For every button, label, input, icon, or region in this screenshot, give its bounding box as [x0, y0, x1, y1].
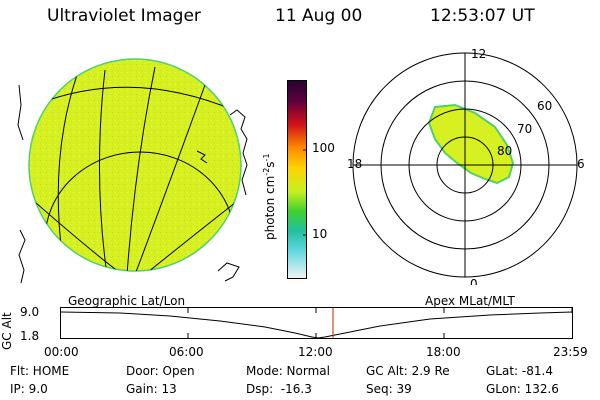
meridian-line — [98, 69, 108, 271]
mlt-label-6: 6 — [577, 157, 585, 171]
timeline-tick-1800: 18:00 — [426, 345, 461, 359]
status-dsp: Dsp: -16.3 — [246, 382, 312, 396]
timeline-tick-0000: 00:00 — [44, 345, 79, 359]
mlt-label-12: 12 — [471, 47, 486, 61]
status-door: Door: Open — [126, 364, 195, 378]
color-scale-bar — [287, 80, 307, 279]
status-glat: GLat: -81.4 — [486, 364, 553, 378]
coastline — [17, 84, 248, 284]
time-label: 12:53:07 UT — [430, 6, 535, 26]
timeline-tick-1200: 12:00 — [298, 345, 333, 359]
status-glon: GLon: 132.6 — [486, 382, 559, 396]
timeline-right-title: Apex MLat/MLT — [425, 294, 515, 308]
status-seq: Seq: 39 — [366, 382, 412, 396]
status-gain: Gain: 13 — [126, 382, 177, 396]
lat-label-80: 80 — [497, 144, 512, 158]
timeline-axis-label: GC Alt — [0, 312, 14, 350]
timeline-y-min: 1.8 — [20, 329, 40, 343]
status-gc-alt: GC Alt: 2.9 Re — [366, 364, 450, 378]
mlt-label-0: 0 — [470, 277, 478, 285]
lat-label-70: 70 — [517, 122, 532, 136]
colorbar-tick-10: 10 — [312, 227, 328, 241]
geographic-image — [17, 58, 248, 284]
timeline-y-max: 9.0 — [20, 305, 40, 319]
date-label: 11 Aug 00 — [275, 6, 363, 26]
auroral-oval — [427, 103, 515, 185]
timeline-left-title: Geographic Lat/Lon — [68, 294, 186, 308]
altitude-curve — [60, 311, 573, 339]
altitude-timeline — [60, 307, 573, 339]
status-mode: Mode: Normal — [246, 364, 330, 378]
timeline-tick-2359: 23:59 — [553, 345, 588, 359]
earth-disk — [28, 58, 242, 272]
timeline-tick-0600: 06:00 — [169, 345, 204, 359]
mlt-label-18: 18 — [347, 157, 362, 171]
status-ip: IP: 9.0 — [10, 382, 48, 396]
lat-label-60: 60 — [537, 99, 552, 113]
status-flt: Flt: HOME — [10, 364, 70, 378]
colorbar-tick-100: 100 — [312, 141, 335, 155]
polar-plot: 12 0 18 6 60 70 80 — [347, 47, 585, 285]
colorbar-unit-label: photon cm-2s-1 — [262, 153, 277, 240]
app-title: Ultraviolet Imager — [47, 6, 201, 26]
